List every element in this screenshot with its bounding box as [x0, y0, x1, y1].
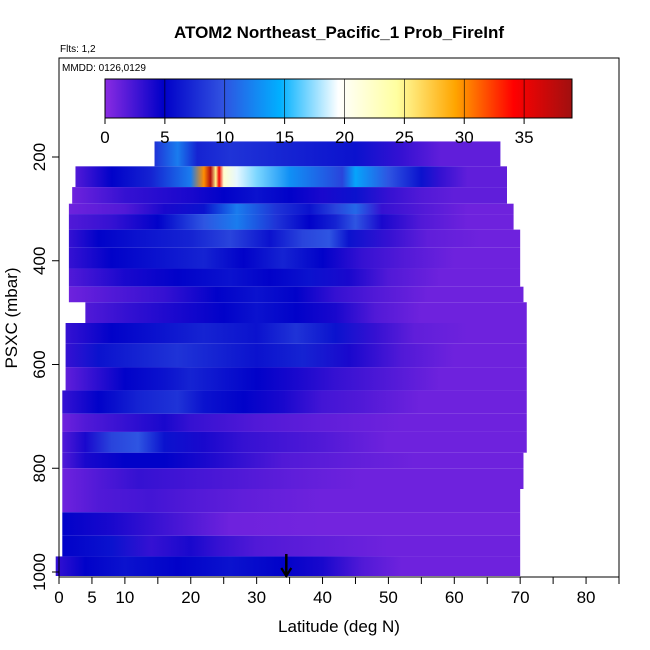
- y-tick-label: 800: [30, 454, 49, 482]
- colorbar-tick-label: 35: [515, 128, 534, 147]
- heatmap-layer: [65, 323, 527, 344]
- colorbar-tick-label: 10: [215, 128, 234, 147]
- x-tick-label: 20: [181, 588, 200, 607]
- heatmap-layer: [65, 343, 527, 368]
- colorbar-tick-label: 30: [455, 128, 474, 147]
- colorbar-tick-label: 25: [395, 128, 414, 147]
- heatmap-layers: [55, 141, 527, 576]
- heatmap-layer: [62, 512, 521, 536]
- x-tick-label: 70: [511, 588, 530, 607]
- heatmap-layer: [62, 431, 527, 453]
- location-marker-arrow: [280, 554, 293, 579]
- heatmap-layer: [62, 468, 524, 489]
- chart-title: ATOM2 Northeast_Pacific_1 Prob_FireInf: [174, 23, 504, 42]
- heatmap-layer: [68, 268, 521, 287]
- heatmap-layer: [62, 452, 524, 469]
- heatmap-layer: [68, 286, 524, 303]
- heatmap-layer: [62, 390, 527, 414]
- heatmap-layer: [55, 556, 521, 576]
- heatmap-layer: [62, 535, 521, 557]
- heatmap-layer: [62, 489, 521, 513]
- y-axis-label: PSXC (mbar): [2, 267, 21, 368]
- y-tick-label: 400: [30, 247, 49, 275]
- colorbar-tick-label: 0: [100, 128, 109, 147]
- heatmap-layer: [62, 413, 527, 432]
- x-tick-label: 80: [577, 588, 596, 607]
- colorbar-gradient: [104, 78, 573, 119]
- heatmap-layer: [68, 203, 514, 215]
- colorbar-tick-label: 5: [160, 128, 169, 147]
- heatmap-layer: [68, 247, 521, 269]
- x-tick-label: 40: [313, 588, 332, 607]
- flights-label: Flts: 1,2: [60, 44, 96, 55]
- y-tick-label: 1000: [30, 553, 49, 591]
- x-tick-label: 60: [445, 588, 464, 607]
- x-axis-label: Latitude (deg N): [278, 617, 400, 636]
- y-tick-label: 600: [30, 350, 49, 378]
- colorbar-tick-label: 15: [275, 128, 294, 147]
- dates-label: MMDD: 0126,0129: [62, 63, 146, 74]
- heatmap-layer: [85, 302, 527, 323]
- x-tick-label: 30: [247, 588, 266, 607]
- heatmap-layer: [68, 214, 514, 230]
- heatmap-layer: [72, 187, 508, 204]
- colorbar-tick-label: 20: [335, 128, 354, 147]
- heatmap-layer: [154, 141, 501, 167]
- x-tick-label: 50: [379, 588, 398, 607]
- heatmap-layer: [65, 367, 527, 391]
- heatmap-layer: [75, 166, 508, 188]
- plot-frame: [58, 57, 620, 578]
- colorbar: 0 5 10 15 20 25 30 35: [100, 78, 573, 147]
- x-tick-label: 10: [115, 588, 134, 607]
- y-tick-label: 200: [30, 143, 49, 171]
- heatmap-layer: [68, 229, 521, 248]
- x-tick-label: 5: [87, 588, 96, 607]
- x-tick-label: 0: [54, 588, 63, 607]
